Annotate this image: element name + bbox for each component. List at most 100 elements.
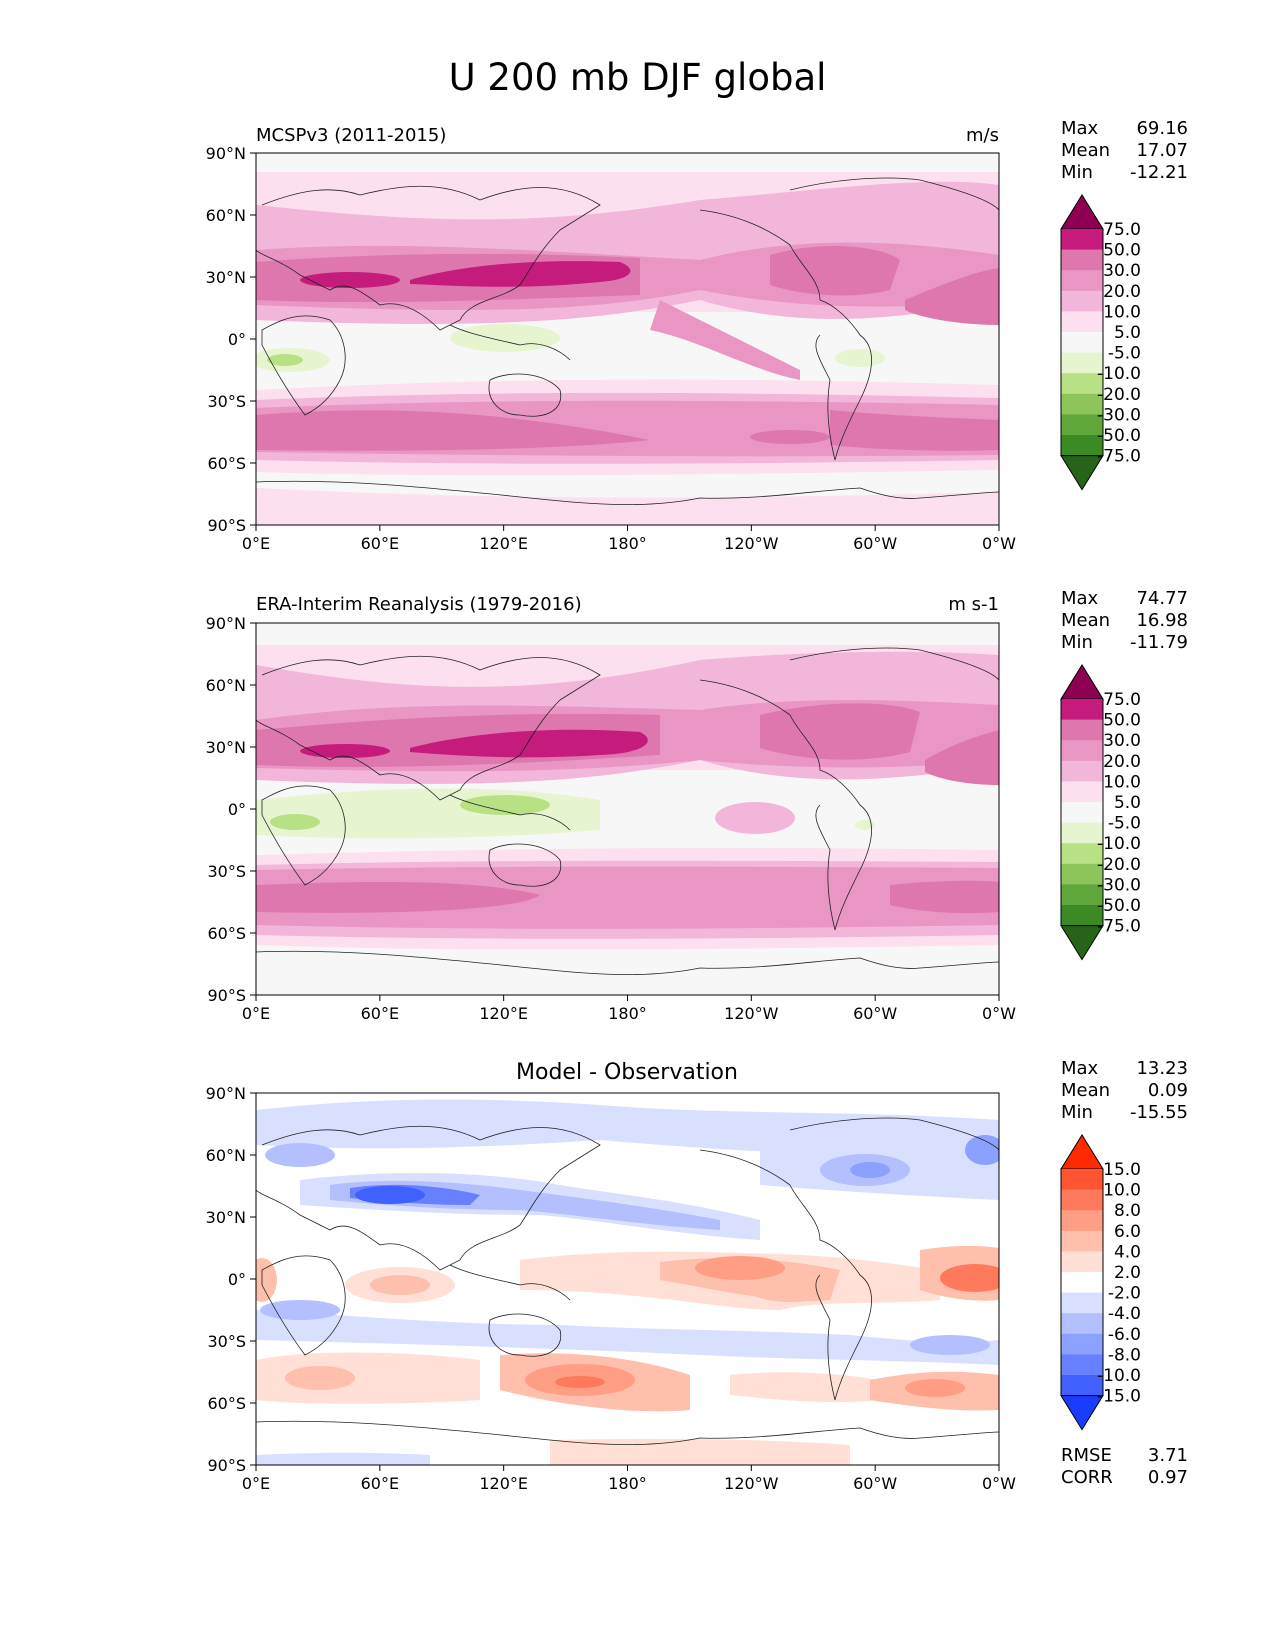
colorbar-segment xyxy=(1061,1313,1103,1335)
colorbar-segment xyxy=(1061,352,1103,374)
stat-mean-value: 17.07 xyxy=(1136,140,1188,161)
colorbar-label: -30.0 xyxy=(1097,875,1141,895)
colorbar-extend-max xyxy=(1060,664,1104,700)
stat-mean-label: Mean xyxy=(1061,1080,1110,1101)
colorbar-segment xyxy=(1061,290,1103,312)
lat-tick-label: 60°S xyxy=(207,924,246,943)
colorbar-label: -10.0 xyxy=(1097,364,1141,384)
stats-box: Max 69.16 Mean 17.07 Min -12.21 xyxy=(1061,118,1188,183)
lon-tick-label: 180° xyxy=(608,1474,647,1493)
colorbar-segment xyxy=(1061,905,1103,927)
stat-mean-label: Mean xyxy=(1061,610,1110,631)
lon-tick-label: 120°W xyxy=(724,534,779,553)
stat-mean-value: 0.09 xyxy=(1148,1080,1188,1101)
lon-tick-label: 0°E xyxy=(242,1474,270,1493)
colorbar-segment xyxy=(1061,393,1103,415)
lat-tick-label: 60°S xyxy=(207,454,246,473)
lon-axis: 0°E 60°E 120°E 180° 120°W 60°W 0°W xyxy=(242,1465,1016,1493)
stat-mean-label: Mean xyxy=(1061,140,1110,161)
lat-tick-label: 0° xyxy=(228,800,246,819)
colorbar-segment xyxy=(1061,884,1103,906)
colorbar-segment xyxy=(1061,822,1103,844)
colorbar-outline xyxy=(1060,229,1104,456)
colorbar-label: -20.0 xyxy=(1097,385,1141,405)
colorbar-segment xyxy=(1061,332,1103,354)
colorbar-label: 10.0 xyxy=(1103,1181,1141,1201)
colorbar-label: -4.0 xyxy=(1108,1304,1141,1324)
coastlines xyxy=(256,1117,999,1446)
stat-min-label: Min xyxy=(1061,162,1093,183)
stat-min-value: -11.79 xyxy=(1130,632,1188,653)
colorbar-label: -6.0 xyxy=(1108,1325,1141,1345)
lon-tick-label: 60°E xyxy=(361,534,399,553)
colorbar-label: 6.0 xyxy=(1114,1222,1141,1242)
lon-tick-label: 120°W xyxy=(724,1474,779,1493)
colorbar-extend-min xyxy=(1060,925,1104,961)
lon-tick-label: 60°W xyxy=(853,1474,897,1493)
colorbar-segment xyxy=(1061,740,1103,762)
colorbar-segment xyxy=(1061,781,1103,803)
colorbar-segment xyxy=(1061,1354,1103,1376)
colorbar-label: -15.0 xyxy=(1097,1387,1141,1407)
colorbar-segment xyxy=(1061,843,1103,865)
rmse-label: RMSE xyxy=(1061,1445,1112,1466)
colorbar-segment xyxy=(1061,1272,1103,1294)
colorbar-label: 4.0 xyxy=(1114,1242,1141,1262)
lat-tick-label: 60°S xyxy=(207,1394,246,1413)
colorbar-segment xyxy=(1061,1292,1103,1314)
lat-tick-label: 30°N xyxy=(206,738,246,757)
lat-axis: 90°N 60°N 30°N 0° 30°S 60°S 90°S xyxy=(206,614,256,1005)
lat-tick-label: 60°N xyxy=(206,1146,246,1165)
panel-left-title: ERA-Interim Reanalysis (1979-2016) xyxy=(256,594,582,615)
colorbar-segment xyxy=(1061,1230,1103,1252)
lat-tick-label: 90°S xyxy=(207,986,246,1005)
colorbar-label: 50.0 xyxy=(1103,241,1141,261)
colorbar: 75.050.030.020.010.05.0-5.0-10.0-20.0-30… xyxy=(1060,194,1141,491)
lat-axis: 90°N 60°N 30°N 0° 30°S 60°S 90°S xyxy=(206,144,256,535)
colorbar-label: 8.0 xyxy=(1114,1201,1141,1221)
colorbar-outline xyxy=(1060,1169,1104,1396)
colorbar: 75.050.030.020.010.05.0-5.0-10.0-20.0-30… xyxy=(1060,664,1141,961)
colorbar-label: 15.0 xyxy=(1103,1160,1141,1180)
lon-tick-label: 0°W xyxy=(982,534,1016,553)
lon-tick-label: 180° xyxy=(608,1004,647,1023)
colorbar-segment xyxy=(1061,1251,1103,1273)
stat-max-label: Max xyxy=(1061,1058,1099,1079)
stat-max-label: Max xyxy=(1061,118,1099,139)
colorbar-label: -50.0 xyxy=(1097,896,1141,916)
colorbar-segment xyxy=(1061,249,1103,271)
colorbar-segment xyxy=(1061,719,1103,741)
colorbar-label: 5.0 xyxy=(1114,793,1141,813)
lon-tick-label: 120°E xyxy=(479,1004,528,1023)
lat-tick-label: 90°S xyxy=(207,1456,246,1475)
contour-field xyxy=(256,623,999,995)
stats-box: Max 13.23 Mean 0.09 Min -15.55 xyxy=(1061,1058,1188,1123)
colorbar-label: 75.0 xyxy=(1103,220,1141,240)
colorbar-segment xyxy=(1061,1375,1103,1397)
stat-min-value: -15.55 xyxy=(1130,1102,1188,1123)
lon-tick-label: 60°E xyxy=(361,1004,399,1023)
lon-tick-label: 120°W xyxy=(724,1004,779,1023)
lat-tick-label: 0° xyxy=(228,330,246,349)
stat-max-label: Max xyxy=(1061,588,1099,609)
lon-axis: 0°E 60°E 120°E 180° 120°W 60°W 0°W xyxy=(242,995,1016,1023)
lon-tick-label: 180° xyxy=(608,534,647,553)
colorbar: 15.010.08.06.04.02.0-2.0-4.0-6.0-8.0-10.… xyxy=(1060,1134,1141,1431)
colorbar-segment xyxy=(1061,270,1103,292)
lon-tick-label: 60°E xyxy=(361,1474,399,1493)
figure-title: U 200 mb DJF global xyxy=(448,56,827,99)
panel-observation: ERA-Interim Reanalysis (1979-2016) m s-1 xyxy=(206,588,1188,1023)
colorbar-extend-max xyxy=(1060,1134,1104,1170)
colorbar-segment xyxy=(1061,863,1103,885)
lat-tick-label: 30°N xyxy=(206,268,246,287)
colorbar-label: 5.0 xyxy=(1114,323,1141,343)
colorbar-label: -5.0 xyxy=(1108,344,1141,364)
lat-tick-label: 30°N xyxy=(206,1208,246,1227)
colorbar-label: 20.0 xyxy=(1103,282,1141,302)
colorbar-segment xyxy=(1061,1210,1103,1232)
colorbar-segment xyxy=(1061,311,1103,333)
colorbar-label: -50.0 xyxy=(1097,426,1141,446)
colorbar-label: -10.0 xyxy=(1097,1366,1141,1386)
stat-mean-value: 16.98 xyxy=(1136,610,1188,631)
panel-difference: Model - Observation xyxy=(206,1058,1188,1493)
